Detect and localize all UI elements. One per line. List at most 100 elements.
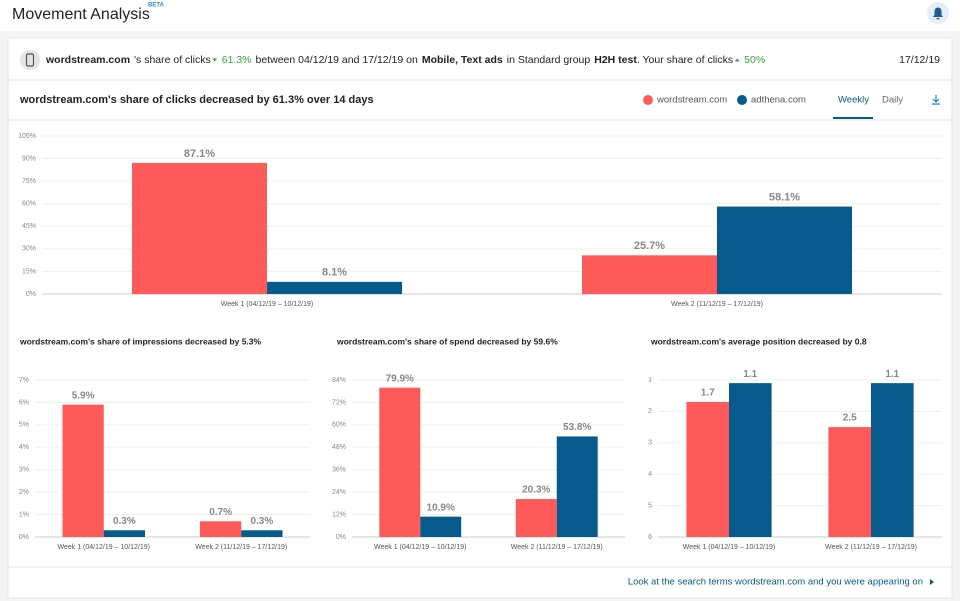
notifications-button[interactable] bbox=[927, 2, 949, 24]
banner-text: 61.3% bbox=[222, 54, 252, 66]
value-label: 5.9% bbox=[72, 390, 95, 401]
y-tick-label: 1 bbox=[648, 377, 652, 384]
y-tick-label: 84% bbox=[332, 377, 346, 384]
bar bbox=[828, 427, 871, 537]
device-icon bbox=[20, 50, 40, 70]
y-tick-label: 6 bbox=[648, 534, 652, 541]
beta-badge: BETA bbox=[148, 3, 165, 9]
bar bbox=[582, 255, 717, 294]
value-label: 25.7% bbox=[634, 240, 665, 252]
value-label: 8.1% bbox=[322, 267, 347, 279]
y-tick-label: 4% bbox=[19, 444, 29, 451]
y-tick-label: 90% bbox=[22, 155, 36, 162]
x-tick-label: Week 2 (11/12/19 – 17/12/19) bbox=[671, 301, 763, 308]
y-tick-label: 36% bbox=[332, 467, 346, 474]
value-label: 0.7% bbox=[209, 507, 232, 518]
banner-text: Mobile, Text ads bbox=[422, 54, 503, 66]
value-label: 0.3% bbox=[113, 516, 136, 527]
chart-title: wordstream.com's average position decrea… bbox=[650, 336, 867, 346]
value-label: 10.9% bbox=[427, 502, 455, 513]
link-arrow bbox=[930, 579, 934, 585]
value-label: 53.8% bbox=[563, 422, 591, 433]
banner-date: 17/12/19 bbox=[899, 54, 940, 66]
value-label: 1.7 bbox=[701, 388, 715, 399]
x-tick-label: Week 1 (04/12/19 – 10/12/19) bbox=[374, 544, 467, 551]
bar bbox=[62, 404, 104, 537]
top-bar bbox=[0, 0, 960, 31]
value-label: 58.1% bbox=[769, 191, 800, 203]
tab-label[interactable]: Daily bbox=[882, 95, 903, 106]
y-tick-label: 6% bbox=[19, 399, 29, 406]
x-tick-label: Week 1 (04/12/19 – 10/12/19) bbox=[683, 544, 776, 551]
x-tick-label: Week 2 (11/12/19 – 17/12/19) bbox=[195, 544, 287, 551]
y-tick-label: 72% bbox=[332, 399, 346, 406]
y-tick-label: 7% bbox=[19, 377, 29, 384]
y-tick-label: 1% bbox=[19, 511, 29, 518]
y-tick-label: 2% bbox=[19, 489, 29, 496]
x-tick-label: Week 2 (11/12/19 – 17/12/19) bbox=[511, 544, 603, 551]
bar bbox=[420, 516, 462, 537]
bar bbox=[200, 521, 242, 537]
bar bbox=[132, 162, 267, 294]
y-tick-label: 15% bbox=[22, 268, 36, 275]
chart-title: wordstream.com's share of impressions de… bbox=[19, 336, 262, 346]
bar bbox=[556, 436, 598, 537]
banner-text: in Standard group bbox=[507, 54, 591, 66]
y-tick-label: 3% bbox=[19, 467, 29, 474]
banner-text: 50% bbox=[744, 54, 765, 66]
bar bbox=[686, 401, 729, 537]
bar bbox=[871, 383, 914, 537]
footer-link[interactable]: Look at the search terms wordstream.com … bbox=[628, 577, 923, 588]
y-tick-label: 0% bbox=[26, 291, 36, 298]
x-tick-label: Week 2 (11/12/19 – 17/12/19) bbox=[825, 544, 917, 551]
y-tick-label: 105% bbox=[18, 133, 36, 140]
y-tick-label: 5% bbox=[19, 422, 29, 429]
y-tick-label: 24% bbox=[332, 489, 346, 496]
trend-arrow bbox=[212, 58, 218, 62]
value-label: 1.1 bbox=[885, 369, 899, 380]
x-tick-label: Week 1 (04/12/19 – 10/12/19) bbox=[58, 544, 151, 551]
y-tick-label: 0% bbox=[19, 534, 29, 541]
bar bbox=[717, 206, 852, 294]
tab[interactable]: Weekly bbox=[833, 95, 873, 119]
y-tick-label: 48% bbox=[332, 444, 346, 451]
y-tick-label: 60% bbox=[332, 422, 346, 429]
y-tick-label: 3 bbox=[648, 440, 652, 447]
bar bbox=[267, 281, 402, 294]
y-tick-label: 60% bbox=[22, 201, 36, 208]
y-tick-label: 12% bbox=[332, 511, 346, 518]
trend-arrow bbox=[734, 58, 740, 62]
y-tick-label: 5 bbox=[648, 502, 652, 509]
banner-text: wordstream.com bbox=[45, 54, 130, 66]
download-button[interactable] bbox=[932, 95, 940, 105]
chart-title: wordstream.com's share of clicks decreas… bbox=[19, 94, 374, 106]
tab-label[interactable]: Weekly bbox=[838, 95, 869, 106]
y-tick-label: 75% bbox=[22, 178, 36, 185]
y-tick-label: 2 bbox=[648, 408, 652, 415]
banner-text: 's share of clicks bbox=[134, 54, 211, 66]
y-tick-label: 30% bbox=[22, 246, 36, 253]
value-label: 2.5 bbox=[843, 413, 857, 424]
legend-label: adthena.com bbox=[751, 95, 806, 106]
value-label: 0.3% bbox=[250, 516, 273, 527]
banner-text: . Your share of clicks bbox=[637, 54, 733, 66]
y-tick-label: 45% bbox=[22, 223, 36, 230]
bar bbox=[103, 530, 145, 537]
banner-text: between 04/12/19 and 17/12/19 on bbox=[256, 54, 418, 66]
page-title: Movement Analysis bbox=[12, 6, 150, 23]
value-label: 1.1 bbox=[743, 369, 757, 380]
bar bbox=[241, 530, 283, 537]
value-label: 20.3% bbox=[522, 485, 550, 496]
y-tick-label: 0% bbox=[336, 534, 346, 541]
x-tick-label: Week 1 (04/12/19 – 10/12/19) bbox=[221, 301, 314, 308]
chart-title: wordstream.com's share of spend decrease… bbox=[336, 336, 558, 346]
y-tick-label: 4 bbox=[648, 471, 652, 478]
legend-label: wordstream.com bbox=[656, 95, 727, 106]
bar bbox=[379, 387, 421, 537]
value-label: 87.1% bbox=[184, 148, 215, 160]
bar bbox=[515, 499, 557, 537]
legend-swatch bbox=[643, 95, 653, 105]
legend-swatch bbox=[737, 95, 747, 105]
bar bbox=[729, 383, 772, 537]
